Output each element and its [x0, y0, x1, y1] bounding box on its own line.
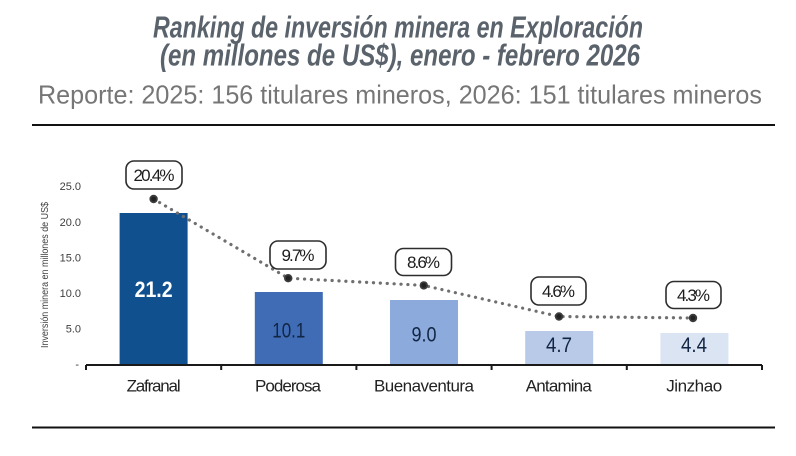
svg-text:15.0: 15.0: [60, 253, 81, 265]
svg-text:20.0: 20.0: [60, 217, 81, 229]
svg-text:Jinzhao: Jinzhao: [666, 377, 722, 396]
svg-text:4.6%: 4.6%: [542, 282, 575, 301]
svg-text:Antamina: Antamina: [526, 377, 593, 396]
svg-text:8.6%: 8.6%: [407, 253, 440, 272]
svg-text:10.0: 10.0: [60, 288, 81, 300]
svg-text:-: -: [75, 359, 79, 371]
svg-text:Zafranal: Zafranal: [127, 377, 181, 396]
svg-text:Buenaventura: Buenaventura: [374, 377, 475, 396]
svg-text:4.4: 4.4: [681, 334, 707, 357]
svg-text:9.0: 9.0: [412, 324, 437, 347]
svg-text:20.4%: 20.4%: [134, 166, 175, 185]
svg-text:21.2: 21.2: [135, 277, 173, 302]
svg-text:Ranking de inversión minera en: Ranking de inversión minera en Exploraci…: [153, 10, 643, 45]
svg-text:5.0: 5.0: [66, 324, 81, 336]
svg-text:25.0: 25.0: [60, 181, 81, 193]
svg-text:Reporte: 2025: 156 titulares m: Reporte: 2025: 156 titulares mineros, 20…: [38, 80, 762, 110]
svg-text:(en millones de US$), enero -: (en millones de US$), enero - febrero 20…: [160, 38, 641, 73]
svg-text:4.3%: 4.3%: [677, 286, 710, 305]
svg-text:Poderosa: Poderosa: [255, 377, 322, 396]
svg-text:9.7%: 9.7%: [282, 246, 315, 265]
svg-text:4.7: 4.7: [546, 334, 572, 357]
svg-text:10.1: 10.1: [272, 320, 305, 343]
svg-text:Inversión minera en millones d: Inversión minera en millones de US$: [39, 202, 51, 348]
